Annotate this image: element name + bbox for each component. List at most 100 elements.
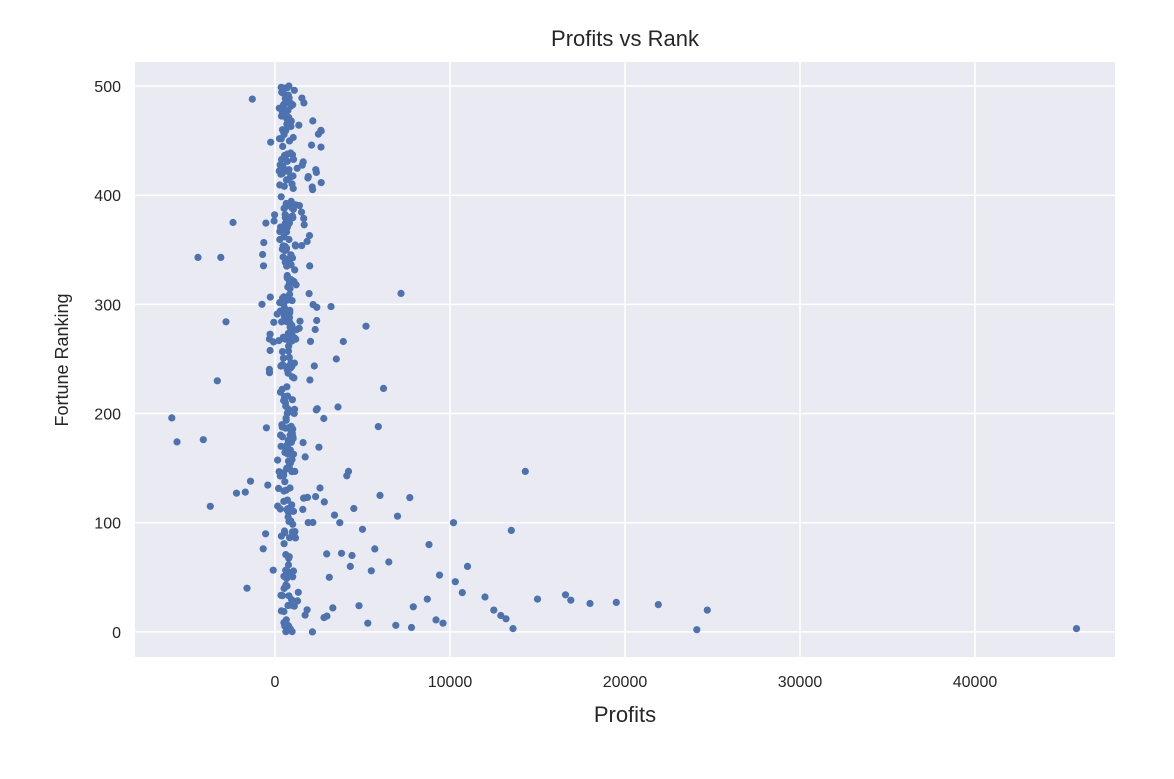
scatter-point — [288, 528, 296, 536]
scatter-point — [279, 294, 287, 302]
scatter-point — [294, 588, 302, 596]
scatter-point — [269, 566, 277, 574]
scatter-point — [586, 599, 594, 608]
scatter-point — [278, 348, 287, 356]
scatter-point — [269, 338, 278, 346]
scatter-point — [507, 526, 515, 535]
x-tick-label: 40000 — [953, 674, 998, 691]
scatter-point — [311, 325, 319, 334]
scatter-point — [320, 614, 328, 622]
scatter-point — [295, 121, 303, 129]
scatter-point — [308, 183, 316, 191]
scatter-point — [280, 300, 288, 308]
scatter-point — [306, 262, 314, 270]
scatter-point — [561, 591, 570, 599]
y-tick-label: 400 — [94, 188, 121, 205]
scatter-point — [521, 467, 529, 475]
scatter-point — [481, 593, 489, 601]
scatter-point — [283, 383, 291, 391]
scatter-point — [279, 354, 287, 362]
scatter-point — [276, 235, 284, 244]
scatter-point — [295, 202, 303, 210]
scatter-point — [298, 242, 306, 250]
scatter-point — [296, 317, 304, 325]
x-tick-label: 0 — [271, 674, 280, 691]
scatter-point — [277, 223, 285, 231]
scatter-point — [289, 567, 298, 575]
scatter-point — [612, 598, 620, 607]
scatter-point — [379, 384, 388, 392]
scatter-point — [334, 403, 342, 411]
scatter-point — [278, 361, 286, 369]
scatter-point — [282, 126, 290, 134]
scatter-point — [279, 89, 287, 97]
scatter-point — [279, 142, 287, 150]
scatter-point — [392, 621, 400, 629]
scatter-point — [339, 337, 347, 346]
scatter-point — [393, 512, 402, 520]
scatter-point — [260, 239, 268, 247]
x-tick-label: 30000 — [778, 674, 823, 691]
scatter-point — [299, 158, 307, 166]
scatter-point — [654, 601, 662, 609]
scatter-point — [199, 436, 207, 444]
scatter-point — [259, 545, 267, 553]
scatter-point — [283, 506, 291, 514]
scatter-point — [288, 151, 297, 159]
scatter-point — [463, 562, 472, 571]
scatter-point — [291, 266, 299, 274]
scatter-point — [289, 214, 297, 222]
scatter-point — [280, 540, 288, 548]
scatter-point — [291, 334, 299, 342]
scatter-point — [285, 137, 294, 145]
scatter-point — [288, 501, 296, 509]
scatter-point — [308, 628, 316, 636]
scatter-point — [274, 456, 282, 464]
scatter-point — [449, 519, 458, 527]
x-tick-label: 20000 — [603, 674, 648, 691]
scatter-point — [284, 405, 292, 413]
scatter-point — [289, 425, 297, 433]
scatter-point — [285, 592, 293, 600]
scatter-point — [277, 135, 285, 143]
y-tick-label: 300 — [94, 297, 121, 314]
scatter-point — [241, 488, 249, 496]
scatter-point — [305, 290, 313, 298]
scatter-point — [286, 318, 294, 327]
scatter-point — [300, 214, 308, 222]
x-axis-label: Profits — [594, 702, 656, 727]
scatter-point — [282, 176, 291, 184]
scatter-point — [283, 157, 291, 165]
scatter-point — [289, 507, 298, 515]
scatter-point — [264, 481, 272, 489]
scatter-point — [288, 456, 296, 464]
scatter-point — [407, 623, 416, 632]
scatter-point — [281, 258, 289, 266]
scatter-point — [262, 424, 270, 432]
scatter-point — [300, 221, 308, 229]
scatter-point — [323, 550, 331, 558]
scatter-point — [283, 496, 291, 504]
scatter-point — [509, 625, 517, 633]
scatter-point — [423, 595, 431, 603]
scatter-point — [277, 442, 285, 450]
x-tick-labels: 0 10000 20000 30000 40000 — [271, 674, 998, 691]
chart-title: Profits vs Rank — [551, 26, 700, 51]
scatter-point — [280, 527, 289, 535]
scatter-point — [288, 204, 296, 212]
scatter-point — [409, 603, 417, 611]
scatter-point — [246, 477, 255, 485]
scatter-point — [292, 281, 300, 289]
y-tick-label: 200 — [94, 407, 121, 424]
scatter-point — [304, 173, 312, 181]
scatter-point — [258, 300, 266, 308]
y-tick-label: 500 — [94, 79, 121, 96]
scatter-point — [293, 164, 301, 172]
scatter-point — [315, 443, 323, 451]
scatter-point — [307, 141, 316, 149]
scatter-point — [330, 511, 339, 519]
scatter-point — [270, 318, 278, 326]
scatter-point — [259, 250, 267, 259]
scatter-point — [289, 184, 297, 192]
scatter-point — [289, 450, 298, 458]
